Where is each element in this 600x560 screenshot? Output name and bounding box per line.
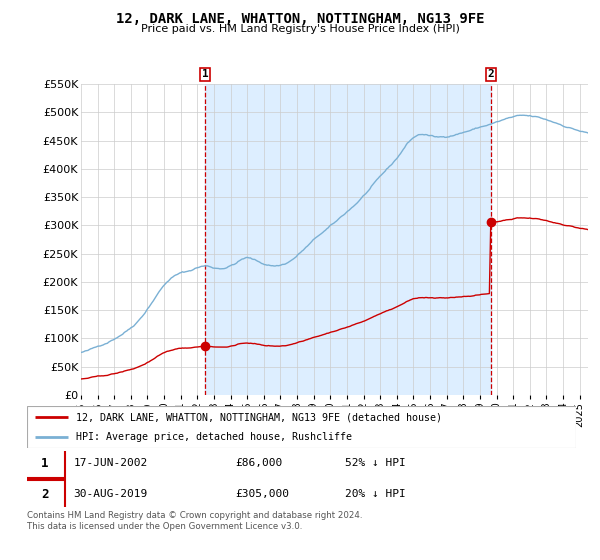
Text: 52% ↓ HPI: 52% ↓ HPI	[346, 458, 406, 468]
Text: 20% ↓ HPI: 20% ↓ HPI	[346, 489, 406, 500]
Text: 1: 1	[41, 456, 49, 470]
Text: Contains HM Land Registry data © Crown copyright and database right 2024.: Contains HM Land Registry data © Crown c…	[27, 511, 362, 520]
Text: 17-JUN-2002: 17-JUN-2002	[74, 458, 148, 468]
Text: HPI: Average price, detached house, Rushcliffe: HPI: Average price, detached house, Rush…	[76, 432, 352, 442]
Text: £86,000: £86,000	[236, 458, 283, 468]
Text: 12, DARK LANE, WHATTON, NOTTINGHAM, NG13 9FE (detached house): 12, DARK LANE, WHATTON, NOTTINGHAM, NG13…	[76, 412, 442, 422]
Text: 12, DARK LANE, WHATTON, NOTTINGHAM, NG13 9FE: 12, DARK LANE, WHATTON, NOTTINGHAM, NG13…	[116, 12, 484, 26]
FancyBboxPatch shape	[24, 480, 65, 509]
Text: 30-AUG-2019: 30-AUG-2019	[74, 489, 148, 500]
FancyBboxPatch shape	[24, 449, 65, 478]
FancyBboxPatch shape	[27, 406, 576, 448]
Text: 2: 2	[41, 488, 49, 501]
Text: This data is licensed under the Open Government Licence v3.0.: This data is licensed under the Open Gov…	[27, 522, 302, 531]
Text: £305,000: £305,000	[236, 489, 290, 500]
Text: Price paid vs. HM Land Registry's House Price Index (HPI): Price paid vs. HM Land Registry's House …	[140, 24, 460, 34]
Text: 2: 2	[487, 69, 494, 80]
Bar	[205, 84, 491, 395]
Text: 1: 1	[202, 69, 208, 80]
